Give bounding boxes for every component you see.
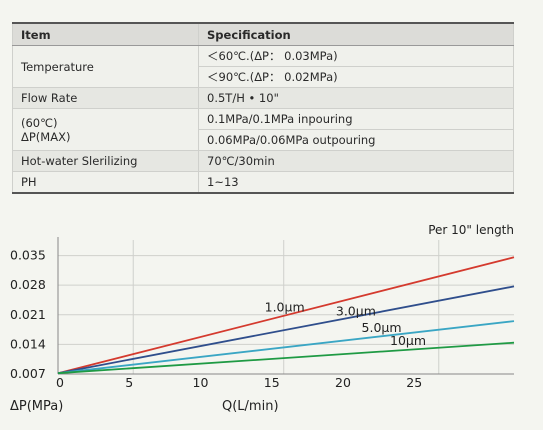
chart-series — [57, 256, 515, 375]
y-axis-label: ΔP(MPa) — [10, 399, 63, 414]
series-label: 5.0μm — [362, 320, 402, 335]
series-line — [57, 341, 515, 375]
pressure-label-line2: ΔP(MAX) — [21, 129, 71, 144]
ph-value: 1~13 — [198, 171, 514, 194]
series-line — [57, 285, 515, 375]
pressure-label-line1: (60℃) — [21, 115, 58, 130]
y-tick-label: 0.035 — [10, 248, 46, 263]
temperature-value-90: ＜90℃.(ΔP： 0.02MPa) — [198, 66, 514, 88]
flow-rate-label: Flow Rate — [12, 87, 199, 109]
y-tick-label: 0.014 — [10, 336, 46, 351]
y-tick-label: 0.007 — [10, 366, 46, 381]
table-row-temperature-2: ＜90℃.(ΔP： 0.02MPa) — [13, 66, 514, 88]
table-row-pressure: (60℃) ΔP(MAX) 0.1MPa/0.1MPa inpouring — [12, 108, 514, 151]
pressure-label: (60℃) ΔP(MAX) — [12, 108, 199, 151]
y-tick-label: 0.021 — [10, 307, 46, 322]
series-line — [57, 320, 515, 375]
x-tick-label: 0 — [56, 375, 64, 390]
table-row-temperature: Temperature ＜60℃.(ΔP： 0.03MPa) — [12, 45, 514, 88]
table-header-row: Item Specification — [12, 22, 514, 46]
series-label: 10μm — [390, 333, 426, 348]
temperature-label: Temperature — [12, 45, 199, 88]
pressure-outpouring-value: 0.06MPa/0.06MPa outpouring — [198, 129, 514, 151]
hot-water-label: Hot-water Slerilizing — [12, 150, 199, 172]
specification-table: Item Specification Temperature ＜60℃.(ΔP：… — [12, 22, 514, 194]
header-specification: Specification — [198, 22, 514, 46]
pressure-inpouring-value: 0.1MPa/0.1MPa inpouring — [198, 108, 514, 130]
x-axis-label: Q(L/min) — [222, 399, 279, 414]
table-row-hot-water: Hot-water Slerilizing 70℃/30min — [12, 150, 514, 172]
x-tick-label: 20 — [335, 375, 351, 390]
chart-ticks: 0.007 0.014 0.021 0.028 0.035 0 5 10 15 20 25 — [10, 248, 422, 390]
x-tick-label: 25 — [406, 375, 422, 390]
chart-axes — [57, 237, 514, 375]
hot-water-value: 70℃/30min — [198, 150, 514, 172]
chart-annotation: Per 10" length — [428, 223, 514, 237]
x-tick-label: 10 — [193, 375, 209, 390]
series-line — [57, 256, 515, 375]
flow-rate-value: 0.5T/H • 10" — [198, 87, 514, 109]
temperature-value-60: ＜60℃.(ΔP： 0.03MPa) — [198, 45, 514, 67]
header-item: Item — [12, 22, 199, 46]
table-row-flow-rate: Flow Rate 0.5T/H • 10" — [12, 87, 514, 109]
x-tick-label: 15 — [264, 375, 280, 390]
pressure-drop-chart: Per 10" length 0.007 0.014 0.021 0.028 0.035… — [10, 223, 515, 414]
series-label: 1.0μm — [265, 299, 305, 314]
ph-label: PH — [12, 171, 199, 194]
x-tick-label: 5 — [125, 375, 133, 390]
table-row-pressure-2: 0.06MPa/0.06MPa outpouring — [13, 129, 514, 151]
table-row-ph: PH 1~13 — [12, 171, 514, 194]
series-label: 3.0μm — [336, 304, 376, 319]
y-tick-label: 0.028 — [10, 277, 46, 292]
